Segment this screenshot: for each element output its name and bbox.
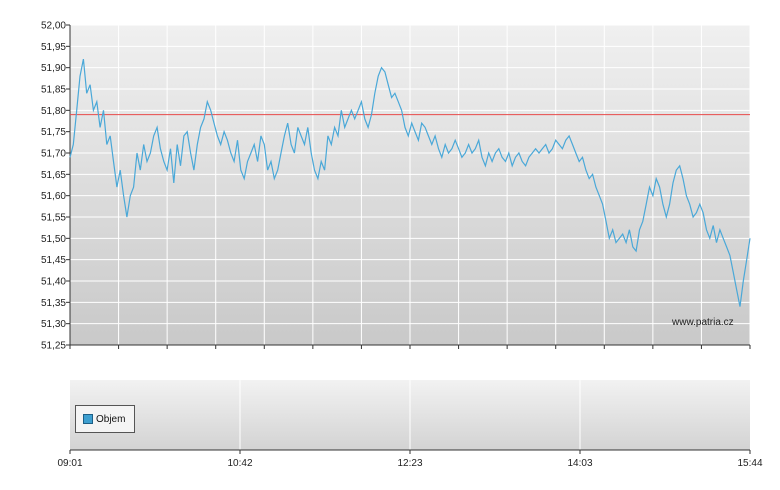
y-tick-label: 51,45 [41,255,66,266]
legend-swatch [83,414,93,424]
y-tick-label: 52,00 [41,21,66,32]
y-tick-label: 51,85 [41,85,66,96]
y-tick-label: 51,35 [41,298,66,309]
y-tick-label: 51,70 [41,149,66,160]
x-tick-label: 15:44 [737,458,762,469]
y-tick-label: 51,60 [41,191,66,202]
y-tick-label: 51,80 [41,106,66,117]
x-tick-label: 10:42 [227,458,252,469]
x-tick-label: 14:03 [567,458,592,469]
y-tick-label: 51,95 [41,42,66,53]
y-tick-label: 51,50 [41,234,66,245]
legend: Objem [75,405,135,433]
y-tick-label: 51,40 [41,277,66,288]
y-tick-label: 51,55 [41,213,66,224]
y-tick-label: 51,30 [41,319,66,330]
y-tick-label: 51,25 [41,341,66,352]
price-series-line [69,58,751,307]
x-tick-label: 12:23 [397,458,422,469]
x-tick-label: 09:01 [57,458,82,469]
watermark: www.patria.cz [672,317,734,328]
legend-label: Objem [96,413,126,425]
y-tick-label: 51,65 [41,170,66,181]
y-tick-label: 51,90 [41,63,66,74]
y-tick-label: 51,75 [41,127,66,138]
